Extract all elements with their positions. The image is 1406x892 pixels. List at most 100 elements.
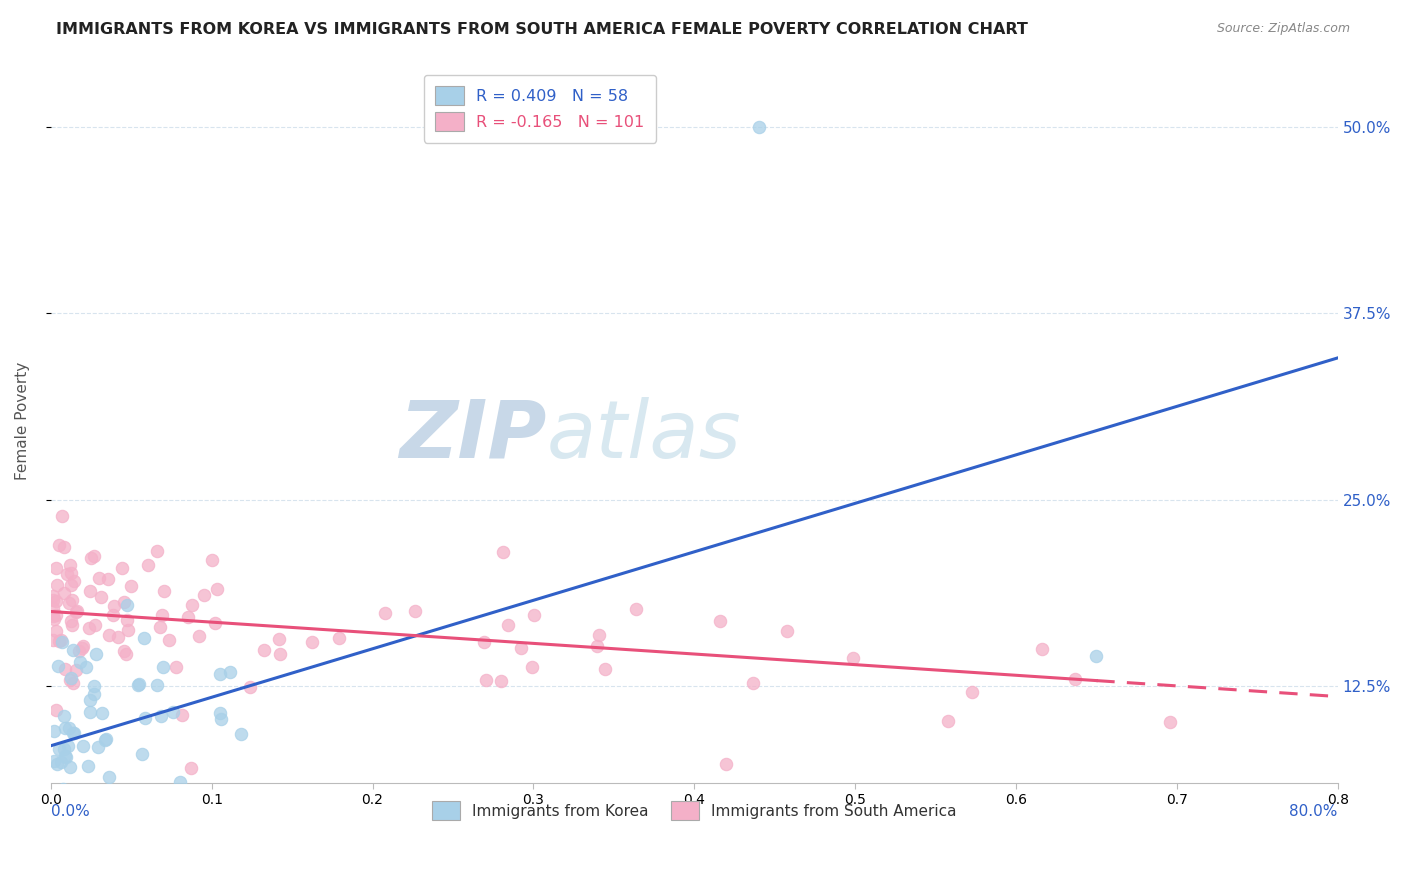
Point (59, 673, 82, 687)
Point (101, 607, 124, 622)
Point (472, 635, 495, 649)
Point (960, 685, 983, 699)
Point (45, 594, 67, 608)
Point (510, 641, 533, 656)
Point (181, 598, 204, 612)
Point (146, 544, 169, 558)
Text: Source: ZipAtlas.com: Source: ZipAtlas.com (1216, 22, 1350, 36)
Point (83, 679, 105, 693)
Point (593, 662, 616, 676)
Point (42, 754, 65, 768)
Point (1085, 649, 1108, 664)
Point (79, 583, 101, 598)
Point (87, 571, 110, 585)
Point (87, 740, 110, 755)
Point (75, 660, 97, 674)
Point (83, 818, 105, 832)
Point (98, 628, 121, 642)
Point (65, 664, 87, 678)
Point (63, 726, 86, 740)
Point (588, 628, 610, 642)
Point (146, 678, 169, 692)
Point (83, 549, 105, 564)
Point (62, 794, 84, 808)
Point (177, 610, 200, 624)
Point (58, 721, 80, 735)
Point (90, 591, 112, 605)
Point (46, 658, 69, 673)
Point (42, 632, 65, 647)
Point (48, 811, 70, 825)
Point (112, 644, 135, 658)
Point (138, 558, 160, 573)
Point (204, 615, 226, 630)
Point (103, 599, 125, 614)
Point (520, 660, 543, 674)
Point (42, 589, 65, 603)
Point (523, 607, 546, 622)
Point (49, 633, 72, 648)
Point (72, 739, 94, 753)
Point (207, 582, 229, 596)
Point (117, 623, 139, 637)
Point (59, 760, 82, 774)
Point (115, 647, 138, 661)
Text: ZIP: ZIP (399, 397, 547, 475)
Point (624, 602, 647, 616)
Point (94, 733, 117, 747)
Point (229, 726, 252, 740)
Point (149, 620, 172, 634)
Point (111, 561, 134, 575)
Point (328, 632, 350, 646)
Point (253, 643, 276, 657)
Point (1063, 672, 1085, 686)
Point (115, 598, 138, 612)
Point (65, 605, 87, 619)
Point (1031, 642, 1053, 657)
Point (936, 714, 959, 728)
Point (165, 660, 187, 674)
Point (84, 618, 107, 632)
Point (172, 708, 194, 723)
Point (56, 566, 79, 581)
Point (94, 732, 117, 747)
Point (131, 747, 153, 761)
Point (53, 722, 76, 736)
Point (41, 601, 63, 615)
Point (48, 741, 70, 756)
Point (1159, 715, 1181, 730)
Point (46, 756, 69, 771)
Point (748, 120, 770, 134)
Point (301, 635, 323, 649)
Point (716, 756, 738, 771)
Point (45, 703, 67, 717)
Point (42, 593, 65, 607)
Point (219, 665, 242, 680)
Point (62, 643, 84, 657)
Point (42, 793, 65, 807)
Text: 80.0%: 80.0% (1289, 804, 1337, 819)
Point (201, 553, 224, 567)
Point (59, 614, 82, 628)
Point (120, 579, 142, 593)
Point (48, 633, 70, 648)
Point (42, 838, 65, 852)
Point (107, 630, 129, 644)
Point (269, 647, 291, 661)
Point (208, 667, 231, 681)
Point (157, 633, 180, 648)
Point (741, 676, 763, 690)
Point (267, 632, 290, 646)
Point (44, 723, 66, 738)
Point (72, 639, 94, 653)
Point (63, 574, 86, 589)
Point (62, 726, 84, 740)
Point (162, 705, 184, 719)
Point (55, 749, 77, 764)
Point (842, 650, 865, 665)
Point (187, 629, 209, 643)
Point (52, 741, 75, 756)
Text: atlas: atlas (547, 397, 741, 475)
Point (69, 655, 91, 669)
Point (128, 677, 150, 691)
